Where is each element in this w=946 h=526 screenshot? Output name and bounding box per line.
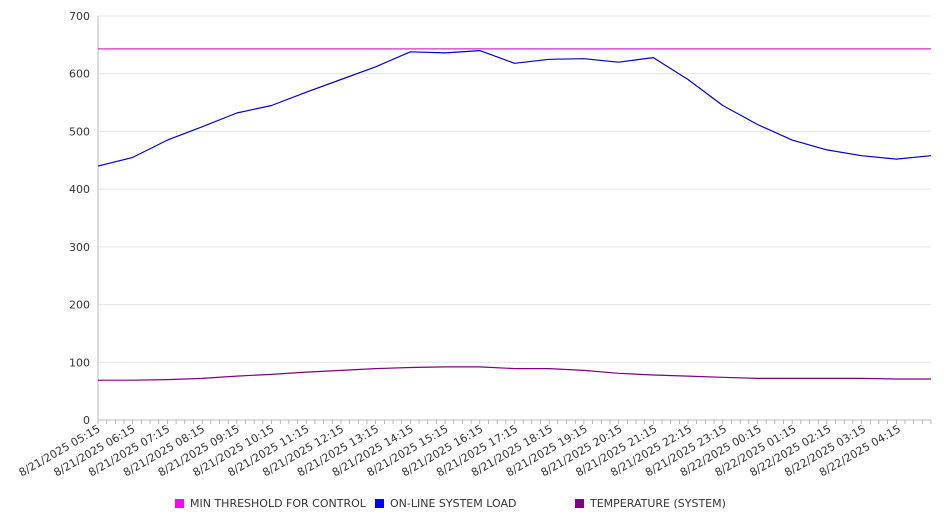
legend-label-temperature: TEMPERATURE (SYSTEM) (590, 497, 726, 510)
legend-item-temperature: TEMPERATURE (SYSTEM) (575, 497, 726, 510)
series-lines (97, 48, 932, 381)
legend-swatch-threshold (175, 499, 184, 508)
y-tick-label-200: 200 (69, 299, 90, 312)
y-tick-label-100: 100 (69, 356, 90, 369)
gridlines (98, 15, 931, 421)
y-tick-label-700: 700 (69, 10, 90, 23)
legend-label-threshold: MIN THRESHOLD FOR CONTROL (190, 497, 366, 510)
legend-item-load: ON-LINE SYSTEM LOAD (375, 497, 516, 510)
series-line-2 (98, 366, 931, 381)
legend: MIN THRESHOLD FOR CONTROL ON-LINE SYSTEM… (0, 497, 946, 515)
legend-label-load: ON-LINE SYSTEM LOAD (390, 497, 517, 510)
series-line-1 (97, 49, 932, 167)
x-axis: 8/21/2025 05:158/21/2025 06:158/21/2025 … (17, 16, 932, 479)
legend-swatch-load (375, 499, 384, 508)
legend-item-threshold: MIN THRESHOLD FOR CONTROL (175, 497, 366, 510)
y-tick-label-0: 0 (83, 414, 90, 427)
y-tick-label-400: 400 (69, 183, 90, 196)
y-tick-label-500: 500 (69, 125, 90, 138)
y-axis: 0 100 200 300 400 500 600 700 (69, 10, 90, 427)
legend-swatch-temperature (575, 499, 584, 508)
y-tick-label-300: 300 (69, 241, 90, 254)
y-tick-label-600: 600 (69, 68, 90, 81)
